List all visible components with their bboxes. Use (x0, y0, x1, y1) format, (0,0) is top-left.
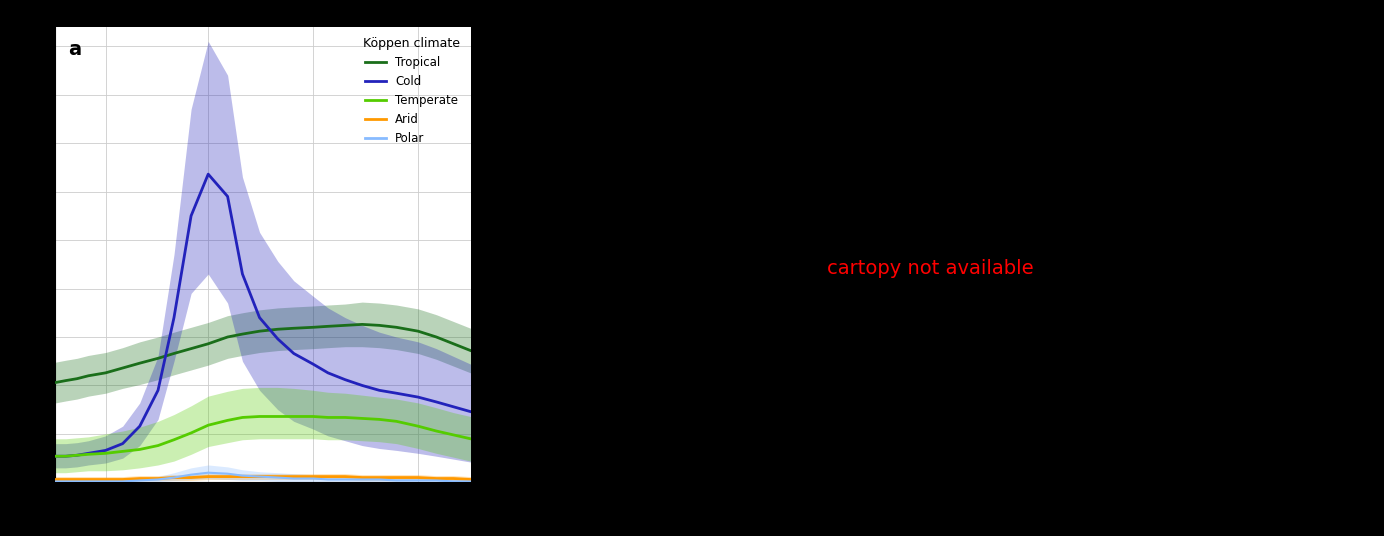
Y-axis label: Average daily DOC export (TgC. day⁻¹): Average daily DOC export (TgC. day⁻¹) (1, 140, 14, 369)
Text: cartopy not available: cartopy not available (828, 258, 1034, 278)
X-axis label: Julian day: Julian day (224, 508, 302, 522)
Legend: Tropical, Cold, Temperate, Arid, Polar: Tropical, Cold, Temperate, Arid, Polar (358, 33, 465, 150)
Text: a: a (68, 41, 80, 59)
